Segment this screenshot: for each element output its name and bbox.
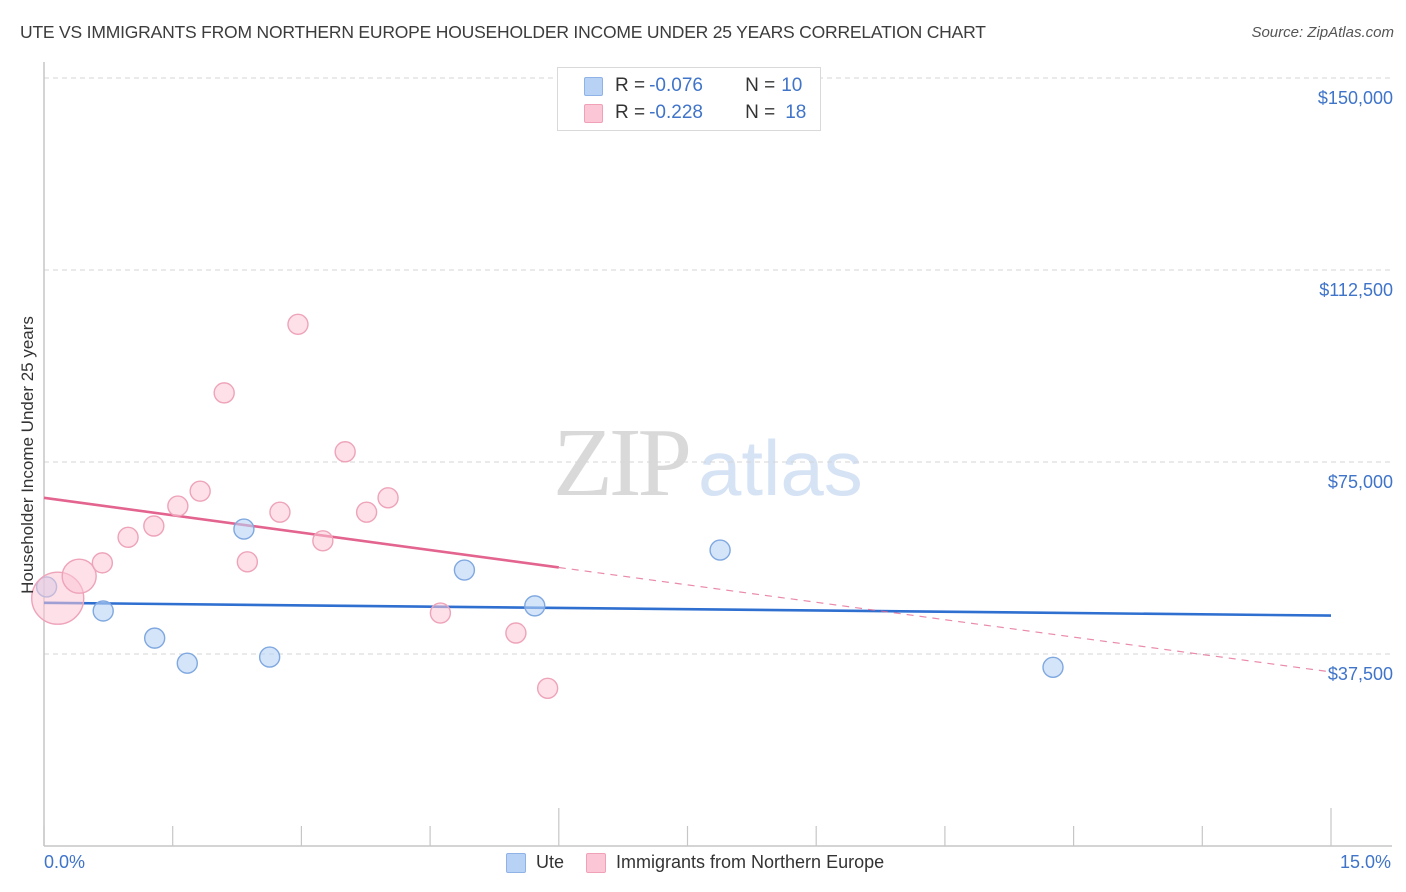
ute-point[interactable] [143, 627, 166, 649]
n-label: N = [745, 75, 776, 96]
y-axis-label: Householder Income Under 25 years [18, 316, 37, 594]
immigrants-point[interactable] [269, 501, 291, 523]
watermark: ZIP atlas [553, 405, 863, 519]
r-value: -0.228 [649, 102, 703, 123]
ute-point[interactable] [524, 595, 546, 617]
series-legend: Ute Immigrants from Northern Europe [506, 852, 906, 873]
ute-point[interactable] [233, 518, 255, 540]
immigrants-point[interactable] [429, 602, 452, 624]
legend-item-ute[interactable]: Ute [506, 852, 564, 873]
chart-title: UTE VS IMMIGRANTS FROM NORTHERN EUROPE H… [20, 22, 986, 42]
immigrants-swatch [586, 852, 607, 873]
r-value: -0.076 [649, 75, 703, 96]
ute-point[interactable] [453, 559, 476, 581]
x-min-label: 0.0% [44, 852, 86, 872]
immigrants-point[interactable] [287, 313, 309, 335]
immigrants-trend-line [43, 496, 559, 569]
ute-point[interactable] [176, 652, 198, 674]
r-label: R = [615, 75, 646, 96]
ute-swatch [506, 852, 526, 873]
immigrants-point[interactable] [334, 441, 356, 463]
ute-point[interactable] [709, 539, 731, 561]
immigrants-point[interactable] [355, 501, 378, 523]
immigrants-point[interactable] [505, 622, 527, 644]
immigrants-point[interactable] [143, 515, 165, 537]
correlation-legend: R = -0.076 N = 10 R = -0.228 N = 18 [557, 67, 821, 131]
immigrants-point[interactable] [312, 530, 334, 552]
immigrants-point[interactable] [536, 677, 559, 700]
y-tick-label: $37,500 [1328, 664, 1393, 684]
trend-lines [43, 496, 1332, 673]
immigrants-point[interactable] [236, 551, 259, 573]
legend-label: Immigrants from Northern Europe [616, 852, 885, 872]
immigrants-point[interactable] [61, 558, 97, 594]
immigrants-point[interactable] [91, 552, 114, 574]
immigrants-trend-extension [558, 566, 1332, 673]
ute-point[interactable] [1042, 656, 1064, 679]
ute-point[interactable] [92, 600, 114, 622]
r-label: R = [615, 102, 646, 123]
y-tick-label: $112,500 [1319, 280, 1393, 300]
ute-trend-line [43, 601, 1332, 617]
n-value: 18 [785, 102, 807, 123]
ute-swatch [584, 76, 603, 96]
n-value: 10 [781, 75, 803, 96]
immigrants-swatch [584, 103, 603, 123]
x-max-label: 15.0% [1340, 852, 1392, 872]
n-label: N = [745, 102, 776, 123]
y-tick-label: $150,000 [1318, 88, 1393, 108]
watermark-atlas: atlas [698, 424, 863, 512]
immigrants-point[interactable] [213, 382, 235, 404]
y-tick-labels: $37,500 $75,000 $112,500 $150,000 [1318, 88, 1393, 684]
source-label: Source: ZipAtlas.com [1251, 24, 1394, 41]
legend-row-immigrants: R = -0.228 N = 18 [584, 100, 806, 126]
legend-item-immigrants[interactable]: Immigrants from Northern Europe [586, 852, 884, 873]
data-points [31, 313, 1064, 700]
immigrants-point[interactable] [189, 480, 211, 502]
immigrants-point[interactable] [377, 487, 399, 509]
legend-row-ute: R = -0.076 N = 10 [584, 73, 802, 99]
legend-label: Ute [536, 852, 565, 872]
immigrants-point[interactable] [167, 495, 189, 517]
ute-point[interactable] [258, 646, 281, 668]
watermark-zip: ZIP [553, 409, 692, 517]
axes [43, 62, 1392, 847]
y-tick-label: $75,000 [1328, 472, 1393, 492]
immigrants-point[interactable] [117, 526, 139, 548]
